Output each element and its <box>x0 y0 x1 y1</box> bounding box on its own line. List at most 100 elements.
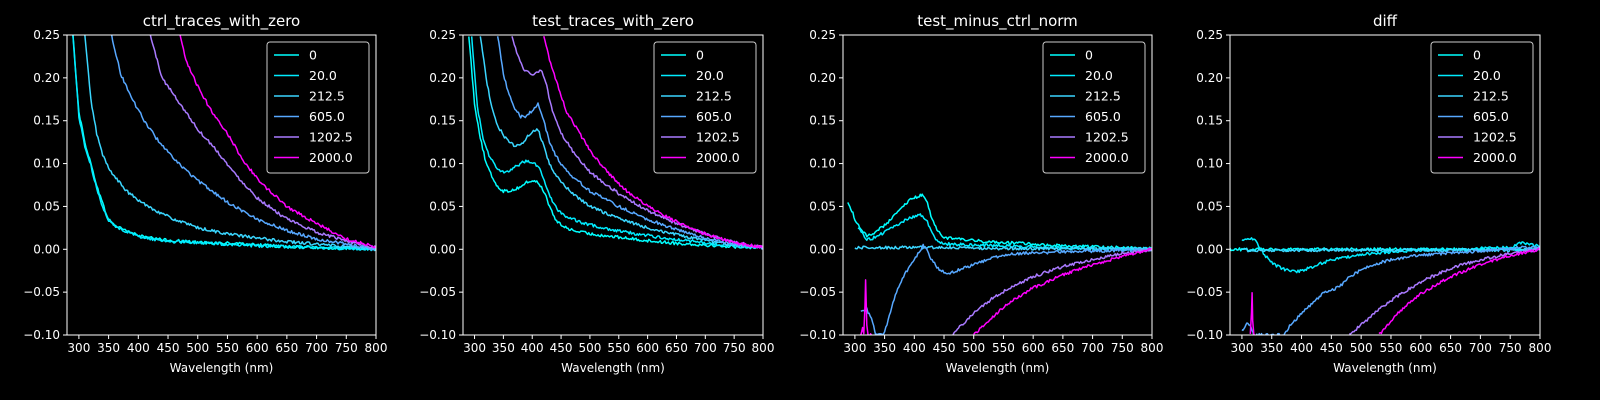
series-group <box>1230 237 1540 335</box>
x-tick-label: 750 <box>1499 341 1522 355</box>
legend-label-0: 0 <box>1473 48 1481 63</box>
y-tick-label: 0.25 <box>429 28 456 42</box>
legend: 0 20.0 212.5 605.0 1202.5 2000.0 <box>653 41 757 174</box>
legend-label-605-0: 605.0 <box>1085 109 1121 124</box>
legend-label-212-5: 212.5 <box>309 89 345 104</box>
x-tick-label: 300 <box>67 341 90 355</box>
series-group <box>72 35 376 252</box>
legend-label-212-5: 212.5 <box>1473 89 1509 104</box>
x-tick-label: 650 <box>1051 341 1074 355</box>
legend-label-1202-5: 1202.5 <box>309 130 353 145</box>
x-tick-label: 350 <box>492 341 515 355</box>
x-tick-label: 450 <box>933 341 956 355</box>
x-axis-label: Wavelength (nm) <box>561 361 665 375</box>
series-line-605-0 <box>1241 245 1540 335</box>
y-tick-label: 0.15 <box>809 114 836 128</box>
y-tick-label: −0.10 <box>23 328 60 342</box>
x-tick-label: 500 <box>1350 341 1373 355</box>
series-line-0 <box>847 193 1152 251</box>
x-tick-label: 500 <box>962 341 985 355</box>
legend-label-212-5: 212.5 <box>696 89 732 104</box>
x-tick-label: 600 <box>246 341 269 355</box>
x-tick-label: 350 <box>1260 341 1283 355</box>
legend-label-2000-0: 2000.0 <box>696 150 740 165</box>
x-tick-label: 300 <box>1230 341 1253 355</box>
x-tick-label: 650 <box>275 341 298 355</box>
series-line-2000-0 <box>1249 292 1256 335</box>
x-tick-label: 450 <box>1320 341 1343 355</box>
series-line-2000-0-segment-1 <box>973 247 1152 335</box>
y-tick-label: 0.20 <box>429 71 456 85</box>
y-tick-label: 0.20 <box>33 71 60 85</box>
legend-label-1202-5: 1202.5 <box>696 130 740 145</box>
legend-label-605-0: 605.0 <box>696 109 732 124</box>
y-tick-label: 0.05 <box>809 199 836 213</box>
x-tick-label: 400 <box>521 341 544 355</box>
legend-label-605-0: 605.0 <box>1473 109 1509 124</box>
x-tick-label: 800 <box>1529 341 1552 355</box>
series-line-605-0 <box>110 35 376 251</box>
chart-diff: diff 300 350 400 450 500 550 600 650 700 750 800 −0.… <box>1186 12 1551 375</box>
y-tick-label: 0.20 <box>809 71 836 85</box>
y-tick-label: −0.10 <box>799 328 836 342</box>
x-tick-label: 700 <box>694 341 717 355</box>
series-line-212-5 <box>84 35 376 252</box>
y-tick-label: 0.10 <box>33 157 60 171</box>
series-line-2000-0 <box>543 36 763 249</box>
legend-label-605-0: 605.0 <box>309 109 345 124</box>
chart-title: diff <box>1373 12 1398 30</box>
x-tick-label: 450 <box>550 341 573 355</box>
legend-label-2000-0: 2000.0 <box>309 150 353 165</box>
series-line-20-0 <box>470 36 763 249</box>
y-tick-label: 0.15 <box>33 114 60 128</box>
legend-label-1202-5: 1202.5 <box>1473 130 1517 145</box>
x-tick-label: 750 <box>335 341 358 355</box>
x-tick-label: 800 <box>365 341 388 355</box>
y-tick-label: 0.00 <box>33 242 60 256</box>
axes-frame <box>1229 34 1541 336</box>
x-tick-label: 700 <box>305 341 328 355</box>
y-tick-label: −0.05 <box>23 285 60 299</box>
x-tick-label: 300 <box>463 341 486 355</box>
legend-label-0: 0 <box>309 48 317 63</box>
legend-label-20-0: 20.0 <box>1085 68 1113 83</box>
y-tick-label: 0.10 <box>1196 157 1223 171</box>
y-tick-label: 0.00 <box>809 242 836 256</box>
y-tick-label: 0.25 <box>1196 28 1223 42</box>
x-tick-label: 600 <box>1409 341 1432 355</box>
y-tick-label: 0.00 <box>429 242 456 256</box>
y-tick-label: 0.05 <box>429 199 456 213</box>
x-tick-label: 500 <box>578 341 601 355</box>
axes-frame <box>842 34 1153 336</box>
x-tick-label: 600 <box>636 341 659 355</box>
x-tick-label: 550 <box>1380 341 1403 355</box>
y-tick-label: 0.00 <box>1196 242 1223 256</box>
y-tick-label: 0.15 <box>429 114 456 128</box>
series-line-2000-0-segment-1 <box>1378 247 1540 335</box>
series-line-1202-5 <box>1349 247 1540 335</box>
series-group <box>468 36 763 250</box>
x-tick-label: 550 <box>607 341 630 355</box>
x-tick-label: 700 <box>1469 341 1492 355</box>
x-tick-label: 600 <box>1022 341 1045 355</box>
x-axis-label: Wavelength (nm) <box>946 361 1050 375</box>
y-tick-label: −0.10 <box>1186 328 1223 342</box>
x-tick-label: 350 <box>97 341 120 355</box>
legend-label-2000-0: 2000.0 <box>1085 150 1129 165</box>
legend-label-1202-5: 1202.5 <box>1085 130 1129 145</box>
y-tick-label: 0.05 <box>1196 199 1223 213</box>
legend-label-0: 0 <box>696 48 704 63</box>
chart-test-minus-ctrl-norm: test_minus_ctrl_norm 300 350 400 450 500 550 60… <box>799 12 1163 375</box>
chart-title: test_traces_with_zero <box>532 12 694 31</box>
x-tick-label: 300 <box>843 341 866 355</box>
series-line-0 <box>468 36 763 250</box>
series-line-605-0 <box>496 36 763 250</box>
y-tick-label: 0.25 <box>33 28 60 42</box>
x-tick-label: 800 <box>1141 341 1164 355</box>
y-tick-label: 0.15 <box>1196 114 1223 128</box>
series-line-212-5 <box>854 245 1152 251</box>
axes-frame <box>462 34 764 336</box>
axes-frame <box>66 34 377 336</box>
y-tick-label: −0.05 <box>1186 285 1223 299</box>
